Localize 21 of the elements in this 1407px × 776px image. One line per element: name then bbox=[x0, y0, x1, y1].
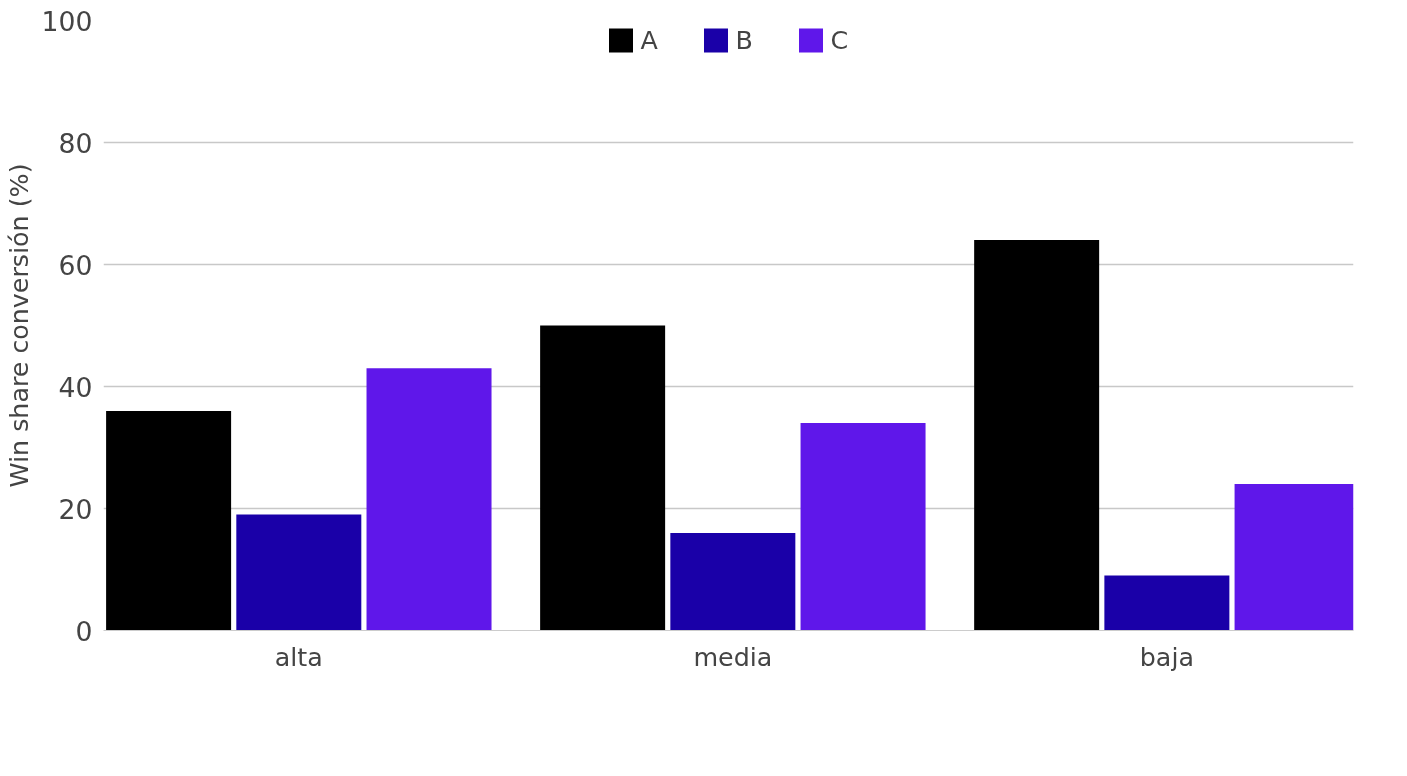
bar bbox=[1104, 575, 1230, 631]
bar bbox=[236, 514, 362, 631]
y-tick-label: 20 bbox=[58, 493, 93, 525]
legend-label: C bbox=[830, 25, 850, 55]
legend-label: A bbox=[640, 25, 659, 55]
bar bbox=[540, 325, 666, 631]
y-axis-title: Win share conversión (%) bbox=[3, 163, 34, 488]
bar bbox=[106, 410, 232, 631]
bar bbox=[800, 423, 926, 631]
y-tick-label: 40 bbox=[58, 371, 93, 403]
x-tick-label: baja bbox=[1139, 641, 1194, 672]
x-tick-label: alta bbox=[274, 641, 323, 672]
y-tick-label: 0 bbox=[75, 615, 93, 647]
bar bbox=[974, 240, 1100, 631]
y-tick-label: 60 bbox=[58, 249, 93, 281]
legend-label: B bbox=[735, 25, 754, 55]
x-tick-label: media bbox=[693, 641, 773, 672]
y-tick-label: 100 bbox=[41, 5, 93, 37]
bar bbox=[670, 532, 796, 631]
bar bbox=[366, 368, 492, 631]
y-tick-label: 80 bbox=[58, 127, 93, 159]
